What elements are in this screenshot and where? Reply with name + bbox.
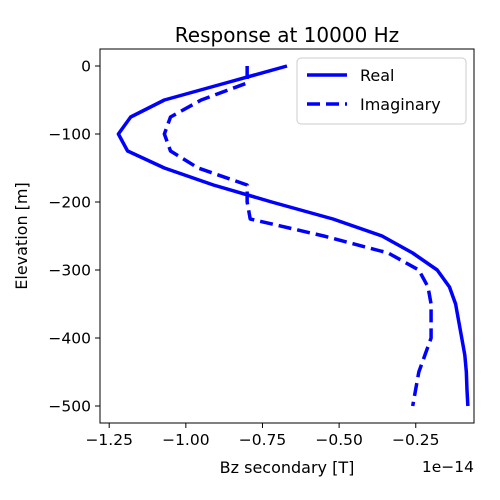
- y-axis: 0 −100 −200 −300 −400 −500: [48, 58, 100, 416]
- y-tick-label: 0: [81, 58, 91, 76]
- chart-title: Response at 10000 Hz: [175, 23, 399, 47]
- y-tick-label: −300: [48, 262, 91, 280]
- legend: Real Imaginary: [296, 57, 467, 125]
- x-tick-label: −1.00: [162, 431, 210, 449]
- y-tick-label: −100: [48, 126, 91, 144]
- y-axis-label: Elevation [m]: [12, 182, 31, 289]
- plot-frame: [99, 48, 475, 424]
- y-tick-label: −200: [48, 194, 91, 212]
- x-tick-label: −0.50: [315, 431, 363, 449]
- legend-label-real: Real: [360, 66, 395, 85]
- series-line-real: [116, 64, 470, 407]
- x-tick-label: −0.75: [239, 431, 287, 449]
- series-layer: [116, 64, 470, 407]
- x-axis: −1.25 −1.00 −0.75 −0.50 −0.25: [85, 423, 440, 449]
- series-line-imaginary: [162, 66, 433, 407]
- x-tick-label: −1.25: [85, 431, 133, 449]
- x-tick-label: −0.25: [392, 431, 440, 449]
- y-tick-label: −400: [48, 330, 91, 348]
- x-axis-offset-label: 1e−14: [422, 458, 474, 476]
- y-tick-label: −500: [48, 398, 91, 416]
- legend-label-imaginary: Imaginary: [360, 95, 441, 114]
- x-axis-label: Bz secondary [T]: [220, 458, 355, 477]
